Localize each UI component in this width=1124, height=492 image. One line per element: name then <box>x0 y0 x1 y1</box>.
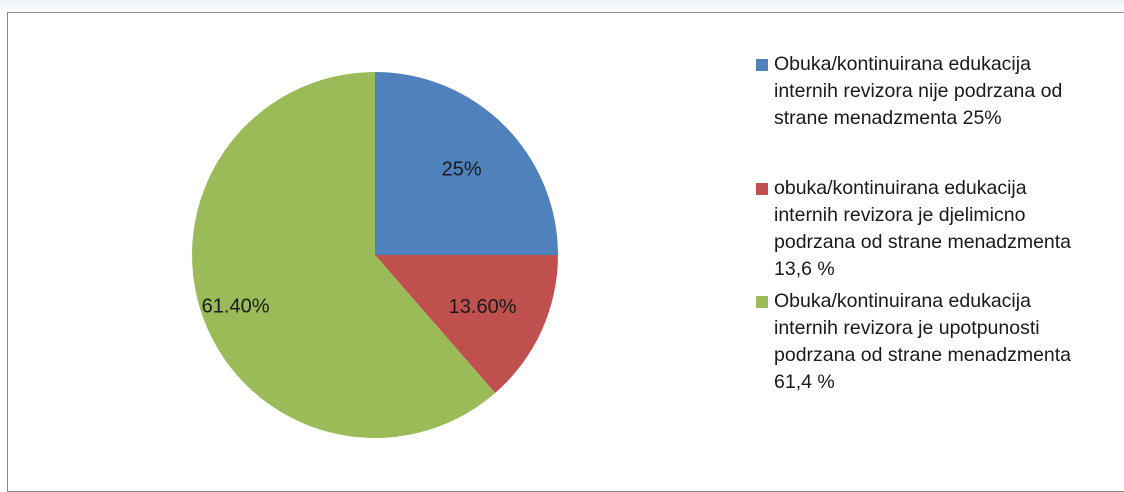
legend-swatch-fully-supported <box>756 296 768 308</box>
pie-slice-1 <box>375 255 558 394</box>
chart-area: 25% 13.60% 61.40% Obuka/kontinuirana eduka… <box>7 12 1124 492</box>
pie-slice-2 <box>191 72 496 439</box>
legend-entry-not-supported: Obuka/kontinuirana edukacija internih re… <box>756 51 1124 132</box>
pie-data-label-1: 13.60% <box>449 296 517 318</box>
pie-data-label-2: 61.40% <box>202 296 270 318</box>
pie-data-labels: 25% 13.60% 61.40% <box>202 158 517 318</box>
legend-label-not-supported: Obuka/kontinuirana edukacija internih re… <box>774 53 1063 129</box>
pie-chart: 25% 13.60% 61.40% <box>191 72 558 439</box>
pie-slices <box>191 72 558 439</box>
legend-swatch-not-supported <box>756 59 768 71</box>
legend-label-partially-supported: obuka/kontinuirana edukacija internih re… <box>774 177 1072 280</box>
legend-entry-fully-supported: Obuka/kontinuirana edukacija internih re… <box>756 288 1124 396</box>
pie-slice-0 <box>375 72 558 255</box>
legend-swatch-partially-supported <box>756 183 768 195</box>
legend-entry-partially-supported: obuka/kontinuirana edukacija internih re… <box>756 175 1124 283</box>
legend-label-fully-supported: Obuka/kontinuirana edukacija internih re… <box>774 290 1072 393</box>
pie-data-label-0: 25% <box>442 158 482 180</box>
